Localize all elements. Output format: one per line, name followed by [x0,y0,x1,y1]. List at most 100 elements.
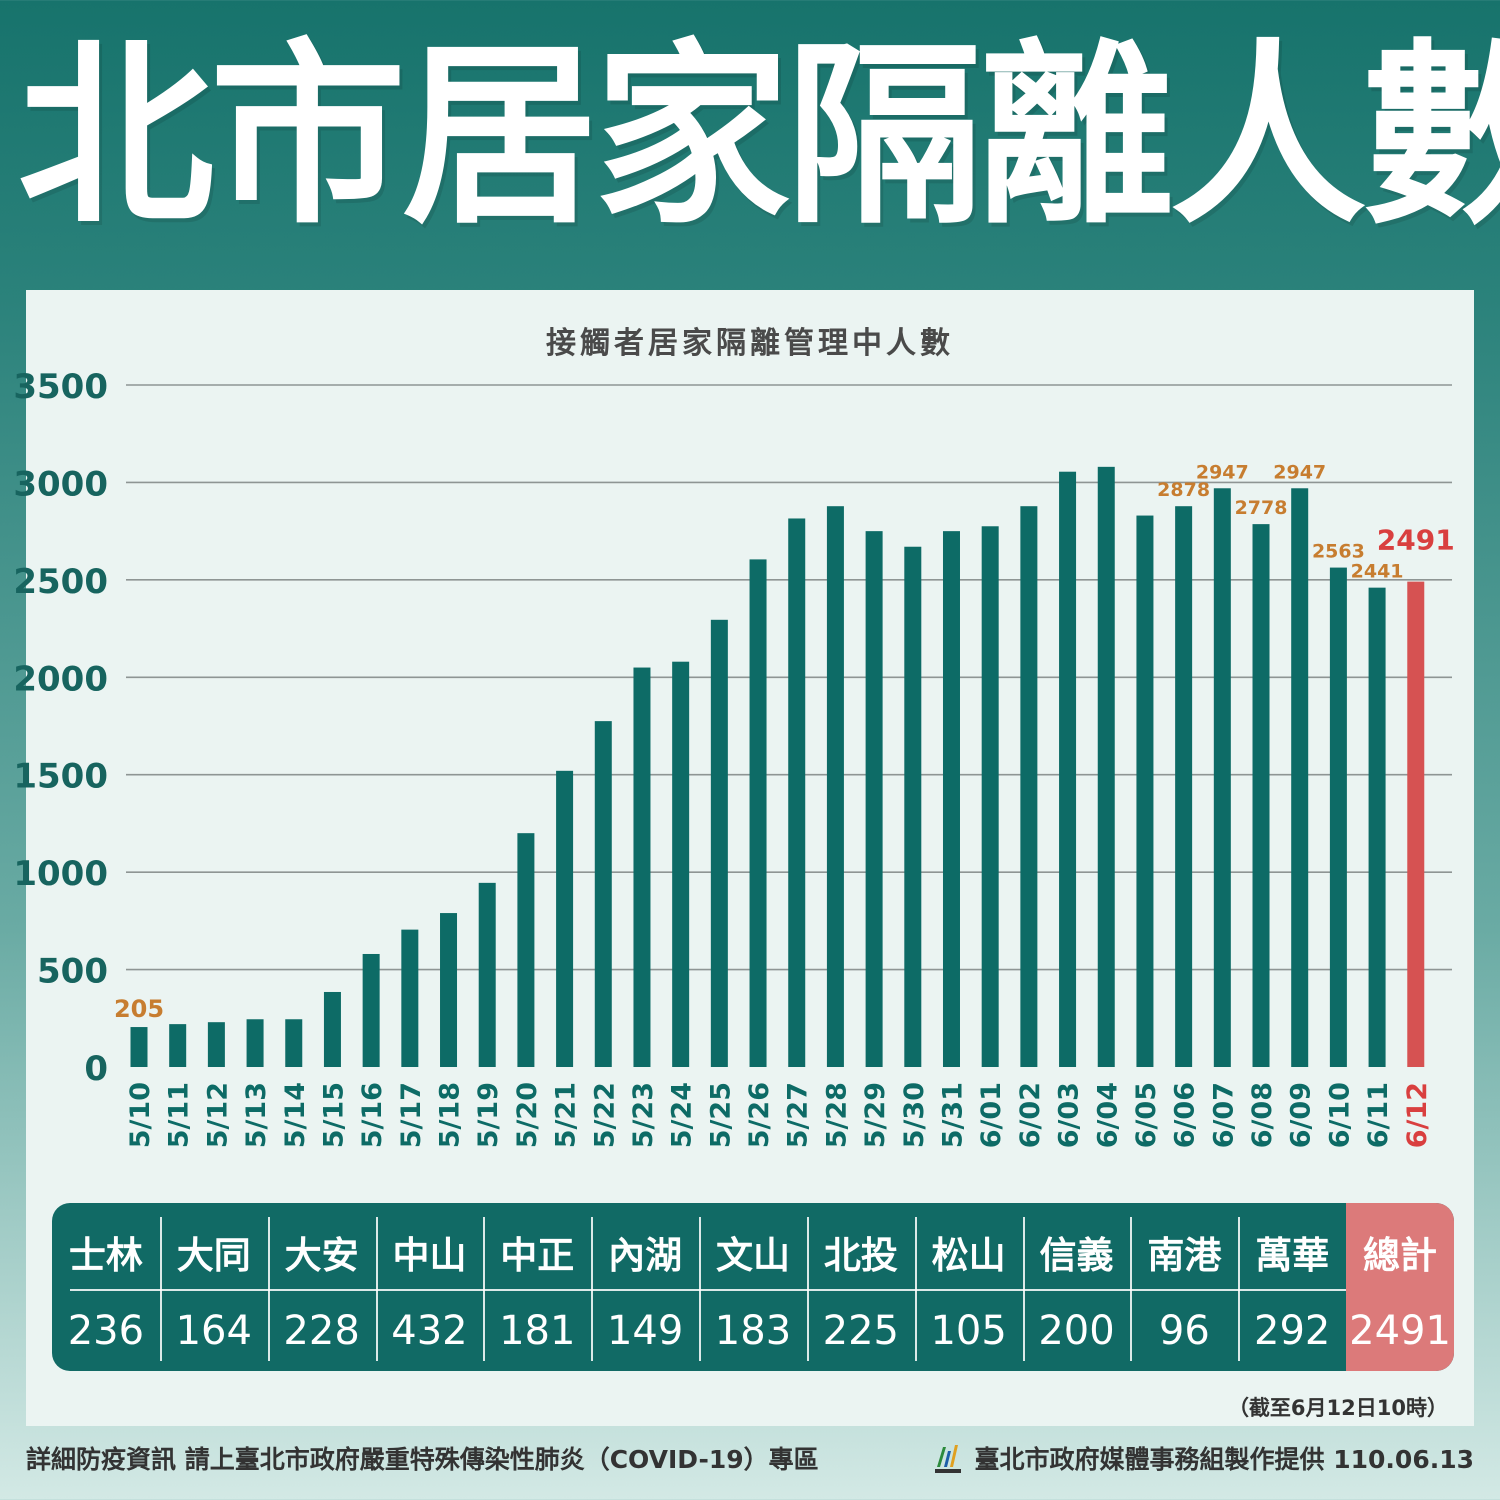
bar [246,1019,264,1067]
bar [556,770,574,1067]
district-name: 大安 [284,1234,359,1277]
x-tick-label: 5/16 [357,1082,388,1148]
bar [1059,471,1077,1067]
district-name: 北投 [823,1234,898,1277]
bar [1020,506,1038,1067]
y-tick-label: 2000 [13,659,108,699]
bar [788,518,806,1067]
bar [981,526,999,1067]
bar [362,953,380,1067]
bar [478,882,496,1067]
data-label: 2778 [1235,497,1288,519]
bar [1252,524,1270,1067]
district-value: 432 [391,1308,468,1354]
x-tick-label: 5/19 [473,1082,504,1148]
district-col-total: 總計 2491 [1346,1203,1454,1371]
district-col-wenshan: 文山 183 [699,1203,807,1371]
bar [401,929,419,1067]
x-tick-label: 5/18 [435,1082,466,1148]
bar [1291,488,1309,1067]
x-tick-label: 5/15 [318,1082,349,1148]
district-col-songshan: 松山 105 [914,1203,1023,1371]
x-tick-label: 6/12 [1402,1082,1433,1148]
x-tick-label: 5/31 [937,1082,968,1148]
x-tick-label: 5/27 [783,1082,814,1148]
data-label: 2947 [1273,461,1326,483]
district-name: 松山 [931,1234,1006,1277]
x-tick-label: 6/08 [1247,1082,1278,1148]
district-name: 大同 [176,1234,251,1277]
bar [865,531,883,1067]
bar [130,1027,148,1067]
x-tick-label: 6/10 [1324,1082,1355,1148]
y-tick-label: 0 [84,1049,108,1089]
district-value: 292 [1254,1308,1331,1354]
chart-title: 接觸者居家隔離管理中人數 [546,326,954,361]
district-col-neihu: 內湖 149 [591,1203,699,1371]
x-tick-label: 5/24 [667,1082,698,1148]
district-name: 信義 [1039,1234,1114,1277]
bar [207,1022,225,1067]
district-name: 中山 [392,1234,467,1277]
district-col-wanhua: 萬華 292 [1238,1203,1346,1371]
bar-chart: 0 500 1000 1500 2000 2500 3000 3500 5/10 5/11 5/12… [13,367,1455,1148]
x-tick-label: 5/11 [164,1082,195,1148]
district-col-xinyi: 信義 200 [1022,1203,1131,1371]
y-tick-label: 1000 [13,854,108,894]
district-name: 萬華 [1255,1234,1330,1277]
x-tick-label: 6/01 [976,1082,1007,1148]
x-tick-label: 5/20 [512,1082,543,1148]
as-of-note: （截至6月12日10時） [1227,1396,1448,1420]
district-name: 中正 [500,1234,575,1277]
x-tick-label: 5/28 [821,1082,852,1148]
bar [1097,466,1115,1068]
district-name: 內湖 [608,1234,683,1277]
bar [749,559,767,1067]
bar [1213,488,1231,1067]
bar [672,661,690,1067]
x-tick-label: 6/02 [1015,1082,1046,1148]
bar [169,1024,187,1067]
district-value: 149 [606,1308,684,1354]
data-label: 2491 [1377,524,1455,557]
district-value: 164 [175,1308,252,1354]
x-tick-label: 5/26 [744,1082,775,1148]
bar [633,667,651,1067]
district-col-nangang: 南港 96 [1130,1203,1238,1371]
x-tick-label: 5/25 [705,1082,736,1148]
x-tick-label: 5/17 [396,1082,427,1148]
footer-info-text: 詳細防疫資訊 請上臺北市政府嚴重特殊傳染性肺炎（COVID-19）專區 [26,1445,819,1474]
bar [1329,567,1347,1067]
bar [942,531,960,1067]
data-label: 2441 [1351,561,1404,583]
bar [1368,587,1386,1067]
district-value: 183 [714,1308,792,1354]
bar [710,619,728,1067]
data-label: 2563 [1312,541,1365,563]
district-value: 181 [499,1308,576,1354]
x-tick-label: 6/11 [1363,1082,1394,1148]
bar [440,913,458,1067]
x-tick-label: 5/21 [551,1082,582,1148]
y-tick-label: 2500 [13,562,108,602]
x-tick-label: 6/04 [1092,1082,1123,1148]
total-label: 總計 [1363,1234,1438,1277]
x-tick-label: 6/07 [1208,1082,1239,1148]
bar [1407,581,1425,1067]
x-tick-label: 6/05 [1131,1082,1162,1148]
district-table: 士林 236 大同 164 大安 228 中山 432 中正 181 內湖 14… [52,1203,1454,1371]
x-tick-label: 6/09 [1286,1082,1317,1148]
district-value: 228 [283,1308,360,1354]
data-label: 2878 [1157,479,1210,501]
bar [285,1019,303,1067]
bar [517,833,535,1067]
data-label: 205 [114,995,164,1023]
y-tick-label: 3500 [13,367,108,407]
district-col-zhongshan: 中山 432 [375,1203,484,1371]
data-label: 2947 [1196,461,1249,483]
y-tick-label: 3000 [13,464,108,504]
bar [323,991,341,1067]
district-col-datong: 大同 164 [159,1203,268,1371]
district-col-beitou: 北投 225 [806,1203,915,1371]
district-value: 236 [67,1308,145,1354]
